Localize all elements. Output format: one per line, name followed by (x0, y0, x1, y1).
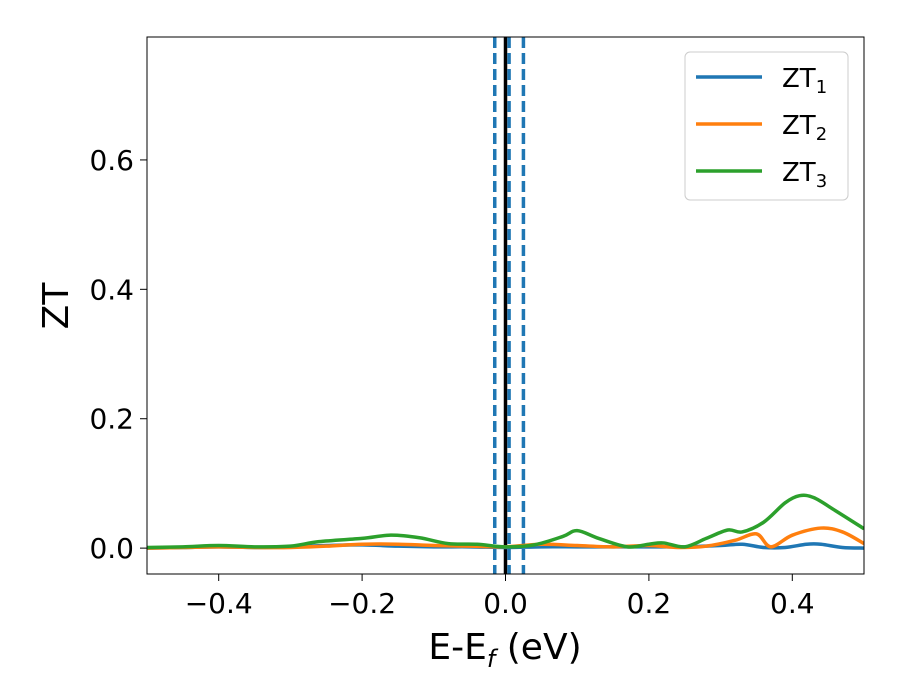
legend-label-main: ZT (782, 158, 816, 188)
x-tick-label: 0.2 (627, 587, 672, 620)
legend-label-sub: 1 (816, 77, 827, 98)
series-lines (147, 493, 864, 550)
x-tick-label: 0.4 (770, 587, 815, 620)
y-tick-label: 0.4 (89, 273, 134, 306)
x-axis-label-main: E-E (428, 627, 486, 668)
x-axis-label-suffix: (eV) (495, 627, 581, 668)
y-axis-label: ZT (36, 282, 77, 330)
legend-label-sub: 3 (816, 171, 827, 192)
legend-label-zt1: ZT1 (782, 64, 827, 98)
x-axis-label: E-Ef (eV) (428, 627, 581, 673)
x-tick-label: 0.0 (483, 587, 528, 620)
legend-label-zt2: ZT2 (782, 111, 827, 145)
y-tick-label: 0.0 (89, 532, 134, 565)
legend-label-main: ZT (782, 64, 816, 94)
x-tick-label: −0.4 (185, 587, 253, 620)
y-tick-label: 0.6 (89, 144, 134, 177)
y-tick-label: 0.2 (89, 403, 134, 436)
legend-label-main: ZT (782, 111, 816, 141)
y-axis: 0.0 0.2 0.4 0.6 (89, 144, 147, 565)
legend-label-zt3: ZT3 (782, 158, 827, 192)
series-line-zt3 (147, 493, 864, 550)
legend-label-sub: 2 (816, 124, 827, 145)
legend-box (684, 51, 849, 201)
x-axis: −0.4 −0.2 0.0 0.2 0.4 (185, 574, 815, 620)
reference-lines (492, 37, 526, 574)
x-tick-label: −0.2 (328, 587, 396, 620)
